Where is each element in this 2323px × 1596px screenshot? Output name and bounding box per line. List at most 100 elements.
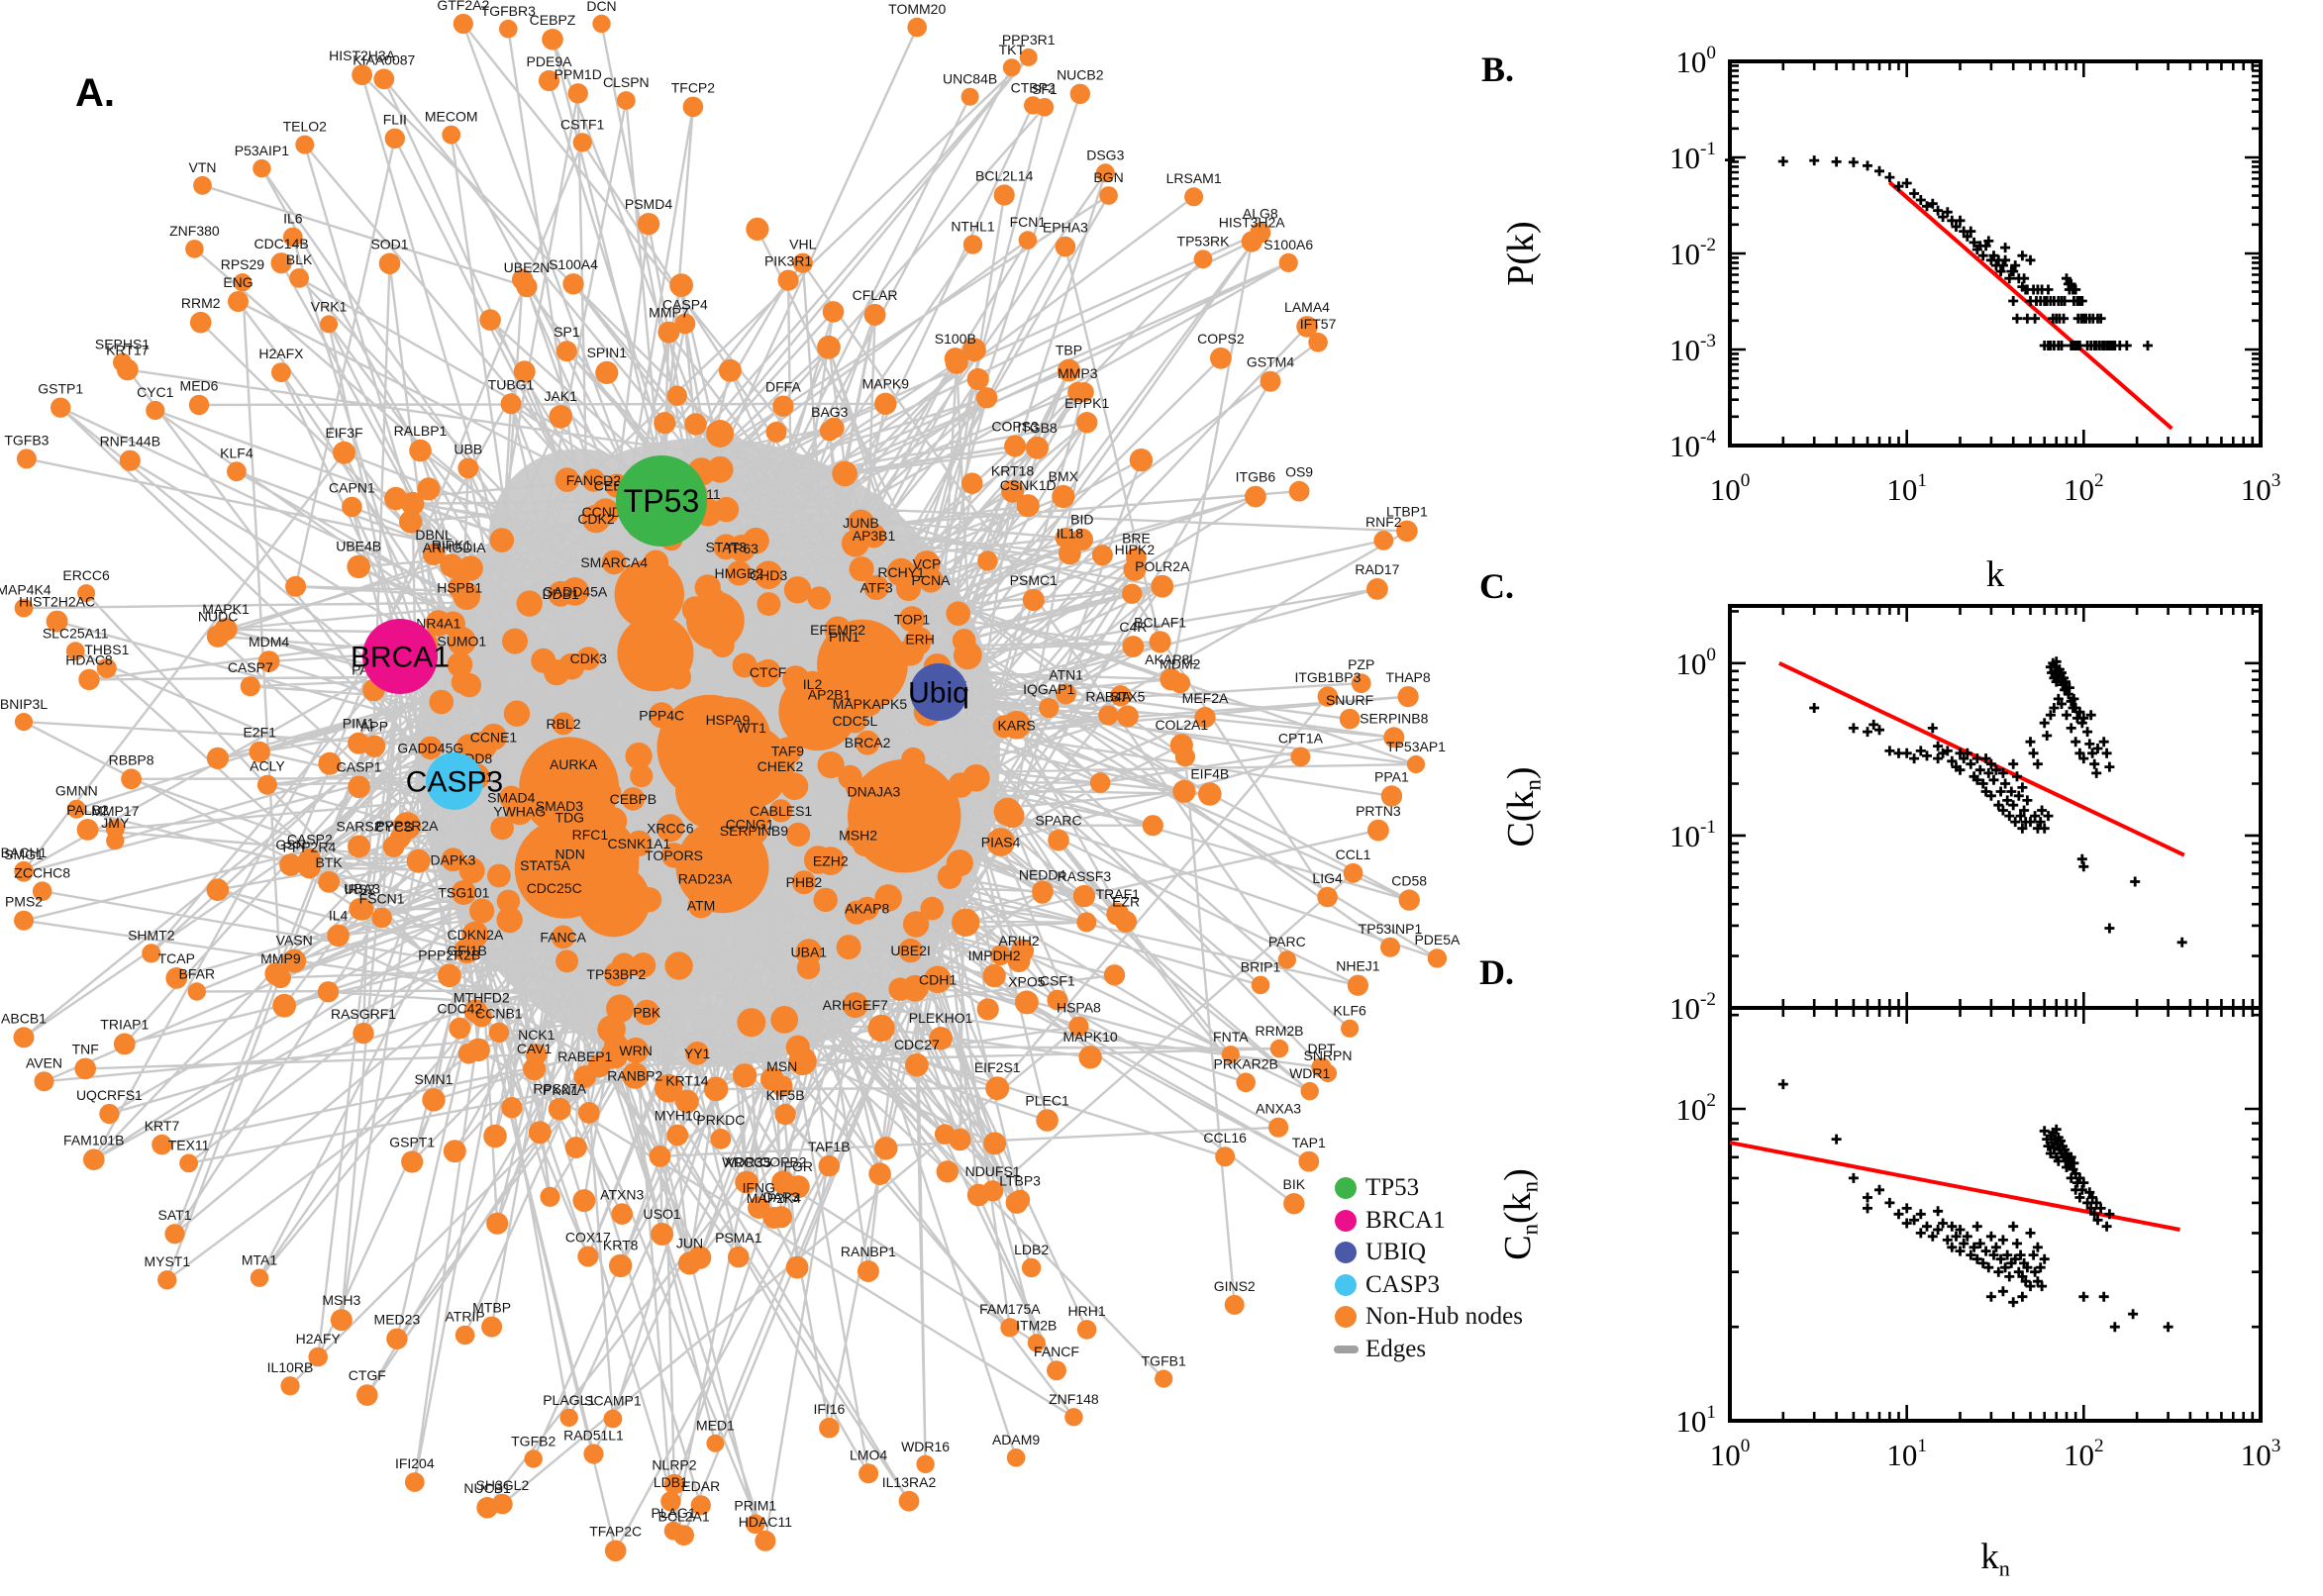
gene-node-label: ALG8 [1243,205,1278,221]
gene-node-label: ENG [223,274,252,290]
gene-node-label: DAP3 [763,1189,800,1205]
panel-b-label: B. [1481,50,1515,89]
gene-node-label: IMPDH2 [968,948,1021,963]
gene-node-label: BACH1 [1,845,48,860]
gene-node-label: WT1 [737,720,766,736]
gene-node-label: IQGAP1 [1023,681,1074,697]
gene-node-label: FAM175A [979,1301,1041,1317]
gene-node-label: TNF [72,1042,99,1057]
gene-node-label: FSCN1 [359,891,405,907]
gene-node-label: THBS1 [84,642,129,657]
gene-node-label: BAG3 [811,404,849,420]
gene-node-label: ATM [687,897,716,913]
gene-node-label: PIAS4 [981,835,1021,850]
gene-node-label: CSTF1 [560,116,605,132]
gene-node-label: TCAP [158,950,195,966]
gene-node-label: MTA1 [242,1252,278,1268]
gene-node-label: PPM1D [555,66,602,82]
gene-node-label: E2F1 [243,725,276,741]
gene-node-label: CD58 [1391,873,1427,889]
x-tick-label: 101 [1886,1436,1927,1472]
y-tick-label: 10-1 [1669,817,1716,853]
gene-node-label: BMX [1049,468,1079,484]
gene-node-label: S100A6 [1263,237,1313,252]
gene-node-label: CSF1 [1040,973,1075,989]
gene-node-label: CEBPB [610,791,656,807]
gene-node-label: PCNA [912,572,952,588]
gene-node-label: SARS2 [337,819,382,835]
gene-node-label: TOP1 [894,611,931,627]
tp53-hub-swatch [1335,1177,1357,1200]
gene-node-label: SHMT2 [128,927,175,943]
legend-item-nonhub: Non-Hub nodes [1335,1301,1523,1334]
gene-node-label: UBA3 [344,881,380,897]
gene-node-label: GMNN [55,783,98,799]
chart-frame [1728,59,2263,448]
gene-node-label: RPS27A [533,1081,586,1097]
gene-node-label: IRS2 [345,881,375,897]
gene-node-label: RNF2 [1365,514,1402,530]
gene-node-label: DSG3 [1086,147,1124,162]
gene-node-label: STAT3 [705,539,747,554]
gene-node-label: LIG4 [1312,870,1343,886]
gene-node-label: CEBPZ [530,12,576,28]
gene-node-label: EZR [1112,894,1140,910]
gene-node-label: CTCF [750,664,786,680]
gene-node-label: PIK3R1 [764,253,812,269]
legend-item-label: TP53 [1365,1174,1420,1202]
gene-node-label: ITGB6 [1236,469,1276,485]
gene-node-label: TBP [1056,343,1082,358]
gene-node-label: CCNG1 [726,816,774,832]
gene-node-label: TP53BP2 [586,966,646,982]
gene-node-label: MDM4 [249,634,289,649]
chart-frame [1728,1006,2263,1423]
gene-node-label: TGFB2 [511,1433,556,1448]
y-tick-label: 10-4 [1669,427,1716,463]
gene-node-label: COX17 [565,1229,611,1245]
nonhub-node-swatch [1335,1306,1357,1329]
gene-node-label: AKAP8L [1145,651,1197,667]
gene-node-label: HSPB1 [437,580,482,596]
gene-node-label: PPP4C [639,707,684,723]
gene-node-label: MED1 [696,1418,735,1434]
gene-node-label: UQCRFS1 [76,1087,143,1103]
hub-node-label: CASP3 [406,766,503,799]
gene-node-label: PALB2 [66,802,109,818]
gene-node-label: ITGB8 [1017,420,1058,436]
panel-a-label: A. [75,71,115,115]
gene-node-label: DFFA [765,379,801,395]
gene-node-label: UNC84B [943,71,997,87]
gene-node-label: UBB [454,442,482,457]
power-law-fit-line [1729,1141,2180,1232]
gene-node-label: VTN [189,159,217,175]
gene-node-label: MAP2K4 [747,1190,801,1206]
chart-ticks [1728,59,2263,448]
gene-node-label: MAPK1 [202,601,250,617]
gene-node-label: LDB2 [1014,1242,1049,1257]
gene-node-label: SP1 [554,324,580,340]
gene-node-label: STX5 [1110,688,1145,704]
gene-node-label: TDG [556,810,585,826]
scatter-points [1777,1079,2173,1333]
gene-node-label: CDK2 [577,511,615,527]
gene-node-label: CASP2 [287,832,333,848]
gene-node-label: GINS2 [1214,1278,1256,1294]
x-tick-label: 103 [2241,470,2281,507]
gene-node-label: CYC1 [137,384,174,400]
gene-node-label: RNF144B [100,434,160,449]
legend-item-label: CASP3 [1365,1270,1441,1298]
gene-node-label: LTBP1 [1386,504,1428,520]
gene-node-label: FANCF [1034,1344,1079,1359]
scatter-points [1809,656,2187,948]
gene-node-label: FCN1 [1010,214,1047,230]
gene-node-label: SMG1 [4,847,44,862]
x-tick-label: 100 [1710,1436,1751,1472]
network-hub-nodes: TP53 BRCA1 Ubiq CASP3 [351,455,969,810]
gene-node-label: GSTM4 [1247,354,1294,370]
legend-item-tp53: TP53 [1335,1172,1523,1205]
hub-node-label: BRCA1 [351,642,450,674]
gene-node-label: NLRP2 [652,1457,696,1473]
gene-node-label: MSN [766,1058,797,1074]
gene-node-label: RAD23A [678,870,733,886]
hub-node-brca1: BRCA1 [351,619,450,694]
